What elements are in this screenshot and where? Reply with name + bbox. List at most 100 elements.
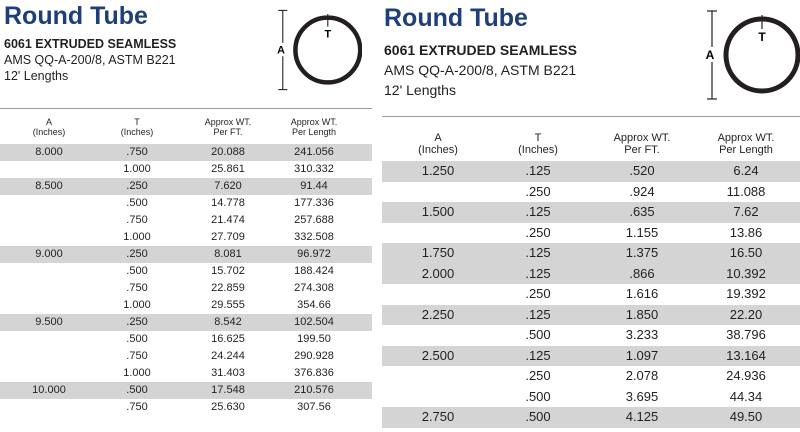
table-row: 9.500 .250 8.542 102.504	[0, 314, 372, 331]
header-divider	[382, 116, 800, 117]
header-divider	[0, 108, 372, 109]
column-header-weight-per-ft-line2: Per FT.	[624, 144, 660, 157]
column-header-weight-per-ft: Approx WT. Per FT.	[188, 117, 268, 138]
column-header-weight-per-ft-line1: Approx WT.	[613, 132, 671, 144]
wall-thickness-cell: .125	[525, 347, 551, 363]
wall-thickness-cell: 1.000	[123, 163, 151, 175]
table-row: 2.250 .125 1.850 22.20	[382, 304, 800, 325]
weight-per-ft-cell: 2.078	[625, 368, 659, 383]
weight-per-length-cell: 24.936	[726, 368, 766, 383]
wall-thickness-cell: .750	[126, 214, 148, 226]
column-header-weight-per-ft: Approx WT. Per FT.	[596, 132, 688, 156]
weight-per-ft-cell: 8.081	[214, 248, 242, 260]
weight-per-length-cell: 257.688	[294, 214, 334, 226]
column-header-t-line2: (Inches)	[518, 144, 558, 157]
wall-thickness-cell: .500	[126, 197, 148, 209]
outside-diameter-cell: 1.250	[421, 163, 455, 178]
weight-per-length-cell: 177.336	[294, 197, 334, 209]
weight-per-length-cell: 19.392	[726, 286, 766, 301]
outside-diameter-cell: 1.500	[421, 204, 455, 219]
weight-per-ft-cell: 1.097	[625, 347, 659, 363]
column-header-weight-per-length-line2: Per Length	[291, 126, 337, 137]
table-row: .750 24.244 290.928	[0, 348, 372, 365]
column-header-t-line2: (Inches)	[120, 126, 154, 137]
table-row: .750 25.630 307.56	[0, 399, 372, 416]
table-row: .500 3.695 44.34	[382, 387, 800, 408]
tube-cross-section-diagram: A T	[273, 9, 362, 91]
page-title: Round Tube	[4, 2, 148, 30]
weight-per-length-cell: 13.164	[726, 347, 766, 363]
wall-thickness-cell: .250	[126, 316, 148, 328]
wall-thickness-cell: .500	[126, 265, 148, 277]
wall-thickness-cell: .500	[525, 409, 551, 424]
wall-thickness-cell: .500	[525, 327, 551, 342]
weight-per-length-cell: 11.088	[726, 183, 766, 199]
weight-per-ft-cell: .866	[629, 265, 655, 281]
table-row: .250 2.078 24.936	[382, 366, 800, 387]
weight-per-length-cell: 16.50	[729, 245, 763, 260]
table-row: .500 16.625 199.50	[0, 331, 372, 348]
column-header-weight-per-length-line1: Approx WT.	[290, 117, 338, 127]
wall-thickness-cell: .125	[525, 306, 551, 322]
wall-thickness-cell: .750	[126, 282, 148, 294]
weight-per-length-cell: 91.44	[300, 180, 328, 192]
column-header-weight-per-length: Approx WT. Per Length	[698, 132, 794, 156]
outside-diameter-cell: 8.000	[35, 146, 63, 158]
weight-per-ft-cell: 27.709	[211, 231, 245, 243]
wall-thickness-cell: .250	[126, 248, 148, 260]
weight-per-length-cell: 332.508	[294, 231, 334, 243]
weight-per-length-cell: 10.392	[726, 265, 766, 281]
alloy-subtitle: 6061 EXTRUDED SEAMLESS	[384, 42, 577, 58]
wall-thickness-cell: .500	[126, 384, 148, 396]
weight-per-length-cell: 290.928	[294, 350, 334, 362]
column-header-t-line1: T	[534, 132, 542, 144]
table-row: 1.000 29.555 354.66	[0, 297, 372, 314]
weight-per-ft-cell: 4.125	[625, 409, 659, 424]
wall-thickness-cell: .250	[525, 368, 551, 383]
weight-per-length-cell: 274.308	[294, 282, 334, 294]
weight-per-ft-cell: 25.861	[211, 163, 245, 175]
outside-diameter-cell: 2.250	[421, 306, 455, 322]
column-header-weight-per-length-line1: Approx WT.	[717, 132, 775, 144]
wall-thickness-cell: 1.000	[123, 367, 151, 379]
outside-diameter-cell: 2.750	[421, 409, 455, 424]
table-row: .250 1.616 19.392	[382, 284, 800, 305]
weight-per-ft-cell: 16.625	[211, 333, 245, 345]
weight-per-length-cell: 199.50	[297, 333, 331, 345]
weight-per-length-cell: 102.504	[294, 316, 334, 328]
wall-thickness-cell: .125	[525, 245, 551, 260]
wall-thickness-cell: .125	[525, 265, 551, 281]
weight-per-length-cell: 210.576	[294, 384, 334, 396]
table-row: 1.500 .125 .635 7.62	[382, 202, 800, 223]
wall-thickness-cell: .750	[126, 350, 148, 362]
table-row: 8.500 .250 7.620 91.44	[0, 178, 372, 195]
weight-per-ft-cell: 1.375	[625, 245, 659, 260]
outside-diameter-cell: 9.000	[35, 248, 63, 260]
weight-per-ft-cell: .520	[629, 163, 655, 178]
outside-diameter-cell: 2.500	[421, 347, 455, 363]
spec-text: AMS QQ-A-200/8, ASTM B221	[384, 62, 577, 78]
wall-thickness-cell: .125	[525, 163, 551, 178]
page-title: Round Tube	[384, 4, 528, 32]
weight-per-length-cell: 241.056	[294, 146, 334, 158]
wall-thickness-cell: .250	[525, 183, 551, 199]
wall-thickness-cell: .500	[126, 333, 148, 345]
wall-thickness-cell: .750	[126, 401, 148, 413]
column-header-a-line1: A	[45, 117, 52, 127]
weight-per-length-cell: 44.34	[729, 388, 763, 404]
weight-per-ft-cell: 1.850	[625, 306, 659, 322]
weight-per-ft-cell: .635	[629, 204, 655, 219]
column-header-a-line1: A	[434, 132, 442, 144]
weight-per-length-cell: 38.796	[726, 327, 766, 342]
weight-per-ft-cell: 29.555	[211, 299, 245, 311]
weight-per-ft-cell: 20.088	[211, 146, 245, 158]
outside-diameter-cell: 10.000	[32, 384, 66, 396]
weight-per-length-cell: 22.20	[729, 306, 763, 322]
dimension-label-backdrop	[273, 42, 289, 57]
weight-per-ft-cell: 7.620	[214, 180, 242, 192]
column-header-a: A (Inches)	[396, 132, 480, 156]
weight-per-ft-cell: 22.859	[211, 282, 245, 294]
outside-diameter-cell: 9.500	[35, 316, 63, 328]
outside-diameter-cell: 1.750	[421, 245, 455, 260]
weight-per-length-cell: 13.86	[729, 224, 763, 240]
